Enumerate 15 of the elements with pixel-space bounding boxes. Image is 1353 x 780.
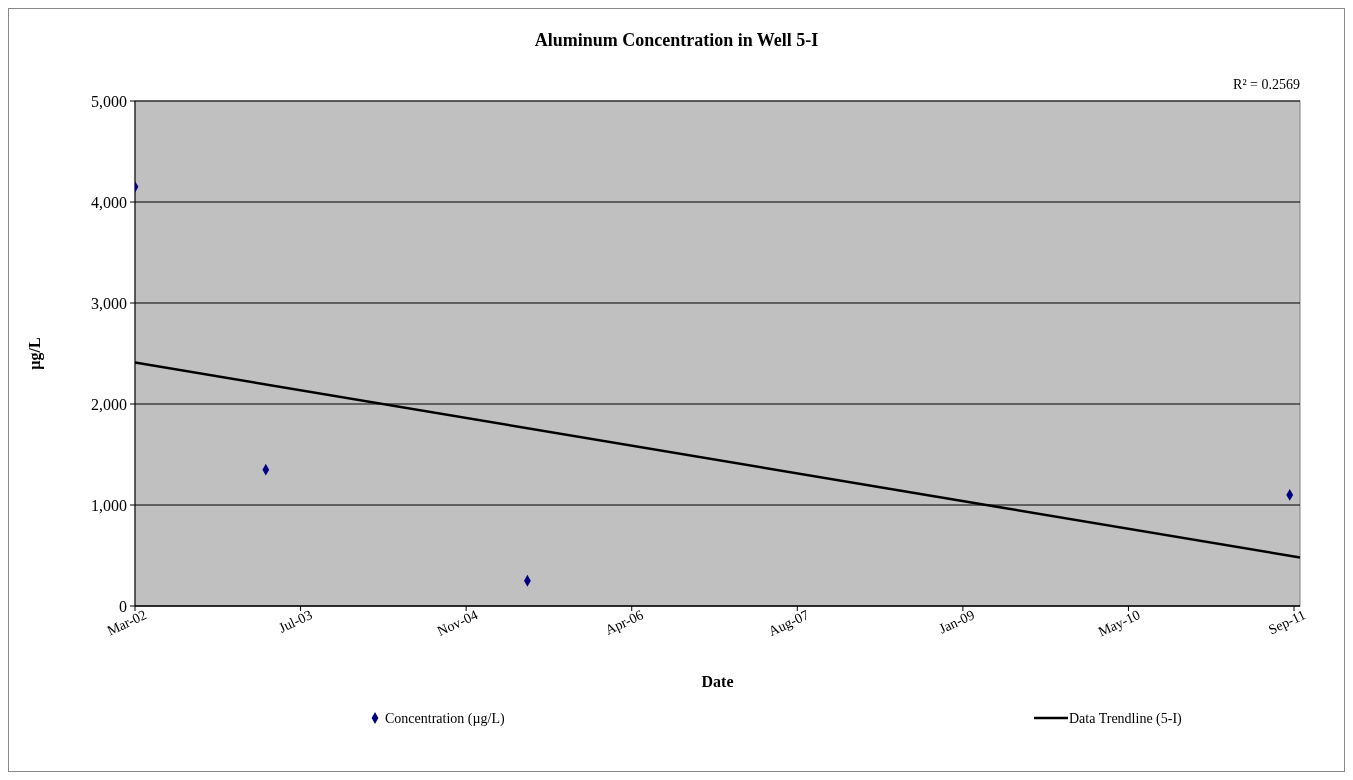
y-tick-label: 2,000: [91, 395, 127, 413]
y-tick-label: 0: [119, 597, 127, 615]
x-axis-title: Date: [701, 673, 734, 690]
x-tick-label: Jan-09: [936, 607, 977, 637]
chart-title: Aluminum Concentration in Well 5-I: [534, 30, 819, 50]
y-tick-label: 1,000: [91, 496, 127, 514]
y-tick-label: 4,000: [91, 193, 127, 211]
y-tick-label: 3,000: [91, 294, 127, 312]
y-tick-label: 5,000: [91, 92, 127, 110]
legend-label: Concentration (µg/L): [385, 710, 505, 727]
y-axis-title: µg/L: [26, 337, 44, 370]
legend-label: Data Trendline (5-I): [1069, 710, 1183, 727]
x-tick-label: Sep-11: [1266, 607, 1308, 638]
x-tick-label: Jul-03: [276, 607, 315, 636]
text: R² = 0.2569: [1233, 77, 1300, 92]
